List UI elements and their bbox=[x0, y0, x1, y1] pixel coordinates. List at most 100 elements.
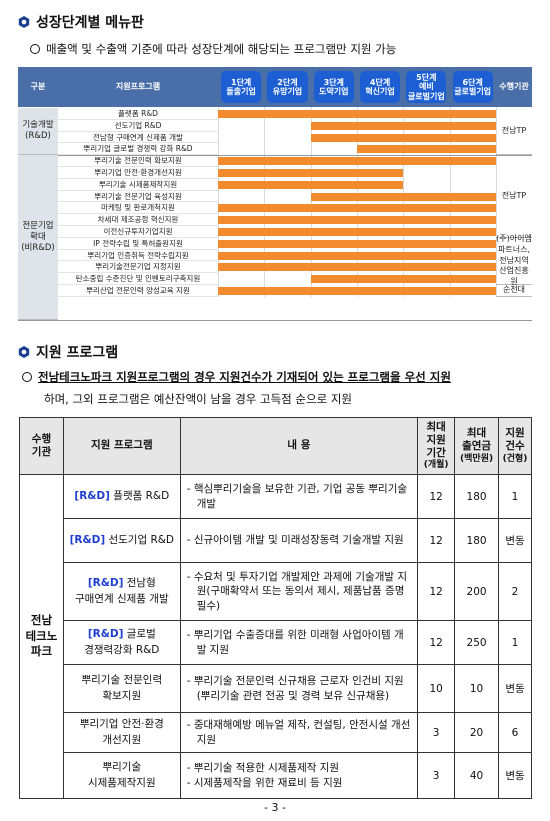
section1-note: 매출액 및 수출액 기준에 따라 성장단계에 해당되는 프로그램만 지원 가능 bbox=[30, 41, 396, 57]
content-cell: - 뿌리기술 전문인력 신규채용 근로자 인건비 지원(뿌리기술 관련 전공 및… bbox=[179, 664, 419, 713]
program-name: 뿌리기업 안전·환경 개선지원 bbox=[79, 718, 164, 746]
stage-range-bar bbox=[218, 251, 496, 260]
stage-range-bar bbox=[218, 169, 404, 177]
content-cell: - 뿌리기업 수출증대를 위한 미래형 사업아이템 개발 지원 bbox=[179, 620, 419, 665]
section1-title-text: 성장단계별 메뉴판 bbox=[36, 15, 144, 31]
stage-group-label: 전문기업 확대 (비R&D) bbox=[18, 155, 58, 321]
program-name: 선도기업 R&D bbox=[105, 533, 175, 546]
stage-program-label: 뿌리기술 시제품제작지원 bbox=[58, 179, 218, 191]
period-cell: 3 bbox=[417, 752, 456, 799]
stage-program-label: 탄소중립 수준진단 및 인벤토리구축지원 bbox=[58, 273, 218, 285]
header-count-unit: (건형) bbox=[502, 453, 528, 464]
stage-header-agency: 수행기관 bbox=[496, 67, 532, 107]
stage-range-bar bbox=[218, 263, 496, 272]
stage-program-label: 뿌리기술 전문인력 확보지원 bbox=[58, 155, 218, 167]
stage-range-bar bbox=[218, 239, 496, 248]
section2-title: 지원 프로그램 bbox=[18, 342, 118, 362]
amount-cell: 250 bbox=[454, 620, 500, 665]
section2-note: 전남테크노파크 지원프로그램의 경우 지원건수가 기재되어 있는 프로그램을 우… bbox=[22, 369, 451, 385]
circle-bullet-icon bbox=[22, 372, 32, 382]
stage-range-bar bbox=[218, 216, 496, 225]
stage-grid-line bbox=[218, 107, 219, 297]
period-cell: 10 bbox=[417, 664, 456, 713]
stage-program-label: 차세대 제조공정 혁신지원 bbox=[58, 214, 218, 226]
header-content: 내 용 bbox=[179, 417, 419, 475]
count-cell: 변동 bbox=[498, 664, 532, 713]
count-cell: 1 bbox=[498, 474, 532, 519]
period-cell: 12 bbox=[417, 474, 456, 519]
section1-note-text: 매출액 및 수출액 기준에 따라 성장단계에 해당되는 프로그램만 지원 가능 bbox=[46, 42, 397, 56]
stage-header-band bbox=[218, 67, 496, 107]
amount-cell: 40 bbox=[454, 752, 500, 799]
circle-bullet-icon bbox=[30, 44, 40, 54]
section2-note-rest: 하며, 그외 프로그램은 예산잔액이 남을 경우 고득점 순으로 지원 bbox=[44, 392, 352, 406]
period-cell: 12 bbox=[417, 620, 456, 665]
stage-group-divider bbox=[18, 155, 532, 157]
stage-range-bar bbox=[218, 228, 496, 236]
count-cell: 6 bbox=[498, 712, 532, 753]
header-amount: 최대 출연금 (백만원) bbox=[454, 417, 500, 475]
amount-cell: 200 bbox=[454, 562, 500, 621]
stage-grid-line bbox=[449, 107, 451, 297]
header-period-unit: (개월) bbox=[423, 460, 449, 471]
table-row: 뿌리기업 안전·환경 개선지원 - 중대재해예방 메뉴얼 제작, 컨설팅, 안전시… bbox=[20, 712, 532, 753]
stage-header-1: 1단계 돌출기업 bbox=[221, 71, 262, 103]
period-cell: 12 bbox=[417, 562, 456, 621]
program-name: 전남형 구매연계 신제품 개발 bbox=[74, 577, 169, 605]
rnd-tag: [R&D] bbox=[69, 533, 106, 546]
stage-header-5: 5단계 예비 글로벌기업 bbox=[406, 71, 447, 103]
period-cell: 12 bbox=[417, 518, 456, 563]
program-name: 뿌리기술 시제품제작지원 bbox=[87, 761, 156, 789]
count-cell: 변동 bbox=[498, 752, 532, 799]
header-amount-unit: (백만원) bbox=[460, 453, 494, 464]
content-cell: - 뿌리기술 적용한 시제품제작 지원 - 시제품제작을 위한 재료비 등 지원 bbox=[179, 752, 419, 799]
stage-header-3: 3단계 도약기업 bbox=[313, 71, 354, 103]
stage-header-category: 구분 bbox=[18, 67, 58, 107]
stage-program-label: 전남형 구매연계 신제품 개발 bbox=[58, 132, 218, 144]
content-line: - 수요처 및 투자기업 개발제안 과제에 기술개발 지원(구매확약서 또는 동… bbox=[186, 571, 408, 612]
content-line: - 뿌리기업 수출증대를 위한 미래형 사업아이템 개발 지원 bbox=[186, 629, 404, 656]
content-line: - 핵심뿌리기술을 보유한 기관, 기업 공동 뿌리기술개발 bbox=[186, 483, 408, 510]
section1-title: 성장단계별 메뉴판 bbox=[18, 12, 144, 32]
program-name: 뿌리기술 전문인력 확보지원 bbox=[81, 674, 163, 702]
stage-program-label: 뿌리기업 안전·환경개선지원 bbox=[58, 167, 218, 179]
stage-range-bar bbox=[310, 133, 496, 142]
stage-grid-line bbox=[403, 107, 405, 297]
content-line: - 시제품제작을 위한 재료비 등 지원 bbox=[186, 776, 343, 789]
stage-agency-label: 순천대 bbox=[496, 285, 532, 297]
program-cell: [R&D] 글로벌 경쟁력강화 R&D bbox=[62, 620, 181, 665]
stage-program-label: IP 전략수립 및 특허출원지원 bbox=[58, 238, 218, 250]
program-cell: [R&D] 플랫폼 R&D bbox=[62, 474, 181, 519]
content-line: - 뿌리기술 전문인력 신규채용 근로자 인건비 지원(뿌리기술 관련 전공 및… bbox=[186, 675, 404, 702]
header-agency: 수행 기관 bbox=[19, 417, 64, 475]
stage-grid-line bbox=[264, 107, 266, 297]
stage-program-label: 뿌리산업 전문인력 양성교육 지원 bbox=[58, 285, 218, 297]
program-cell: [R&D] 전남형 구매연계 신제품 개발 bbox=[62, 562, 181, 621]
amount-cell: 180 bbox=[454, 518, 500, 563]
program-cell: 뿌리기술 시제품제작지원 bbox=[62, 752, 181, 799]
table-row: [R&D] 선도기업 R&D - 신규아이템 개발 및 미래성장동력 기술개발 지… bbox=[20, 518, 532, 563]
program-cell: [R&D] 선도기업 R&D bbox=[62, 518, 181, 563]
period-cell: 3 bbox=[417, 712, 456, 753]
count-cell: 변동 bbox=[498, 518, 532, 563]
stage-range-bar bbox=[218, 204, 496, 213]
stage-header-program: 지원프로그램 bbox=[58, 67, 218, 107]
stage-header-4: 4단계 혁신기업 bbox=[359, 71, 401, 103]
table-header-row: 수행 기관 지원 프로그램 내 용 최대 지원 기간 (개월) 최대 출연금 (… bbox=[19, 417, 532, 475]
stage-grid-line bbox=[356, 107, 358, 297]
stage-program-label: 뿌리기업 글로벌 경쟁력 강화 R&D bbox=[58, 143, 218, 156]
rnd-tag: [R&D] bbox=[87, 577, 124, 590]
count-cell: 2 bbox=[498, 562, 532, 621]
stage-program-label: 마케팅 및 판로개척지원 bbox=[58, 202, 218, 215]
header-period-label: 최대 지원 기간 bbox=[426, 420, 446, 459]
count-cell: 1 bbox=[498, 620, 532, 665]
stage-agency-label: (주)아이엠 파트너스, 전남지역 산업진흥원 bbox=[496, 233, 532, 287]
growth-stage-chart: 구분 지원프로그램 수행기관 1단계 돌출기업 2단계 유망기업 3단계 도약기업 4… bbox=[18, 67, 532, 322]
content-line: - 뿌리기술 적용한 시제품제작 지원 bbox=[186, 762, 340, 775]
stage-range-bar bbox=[310, 121, 496, 130]
section2-title-text: 지원 프로그램 bbox=[36, 345, 119, 361]
stage-header-6: 6단계 글로벌기업 bbox=[452, 71, 493, 103]
stage-agency-label: 전남TP bbox=[496, 108, 532, 156]
stage-program-label: 뿌리기술 전문기업 육성지원 bbox=[58, 191, 218, 203]
content-cell: - 수요처 및 투자기업 개발제안 과제에 기술개발 지원(구매확약서 또는 동… bbox=[179, 562, 419, 621]
